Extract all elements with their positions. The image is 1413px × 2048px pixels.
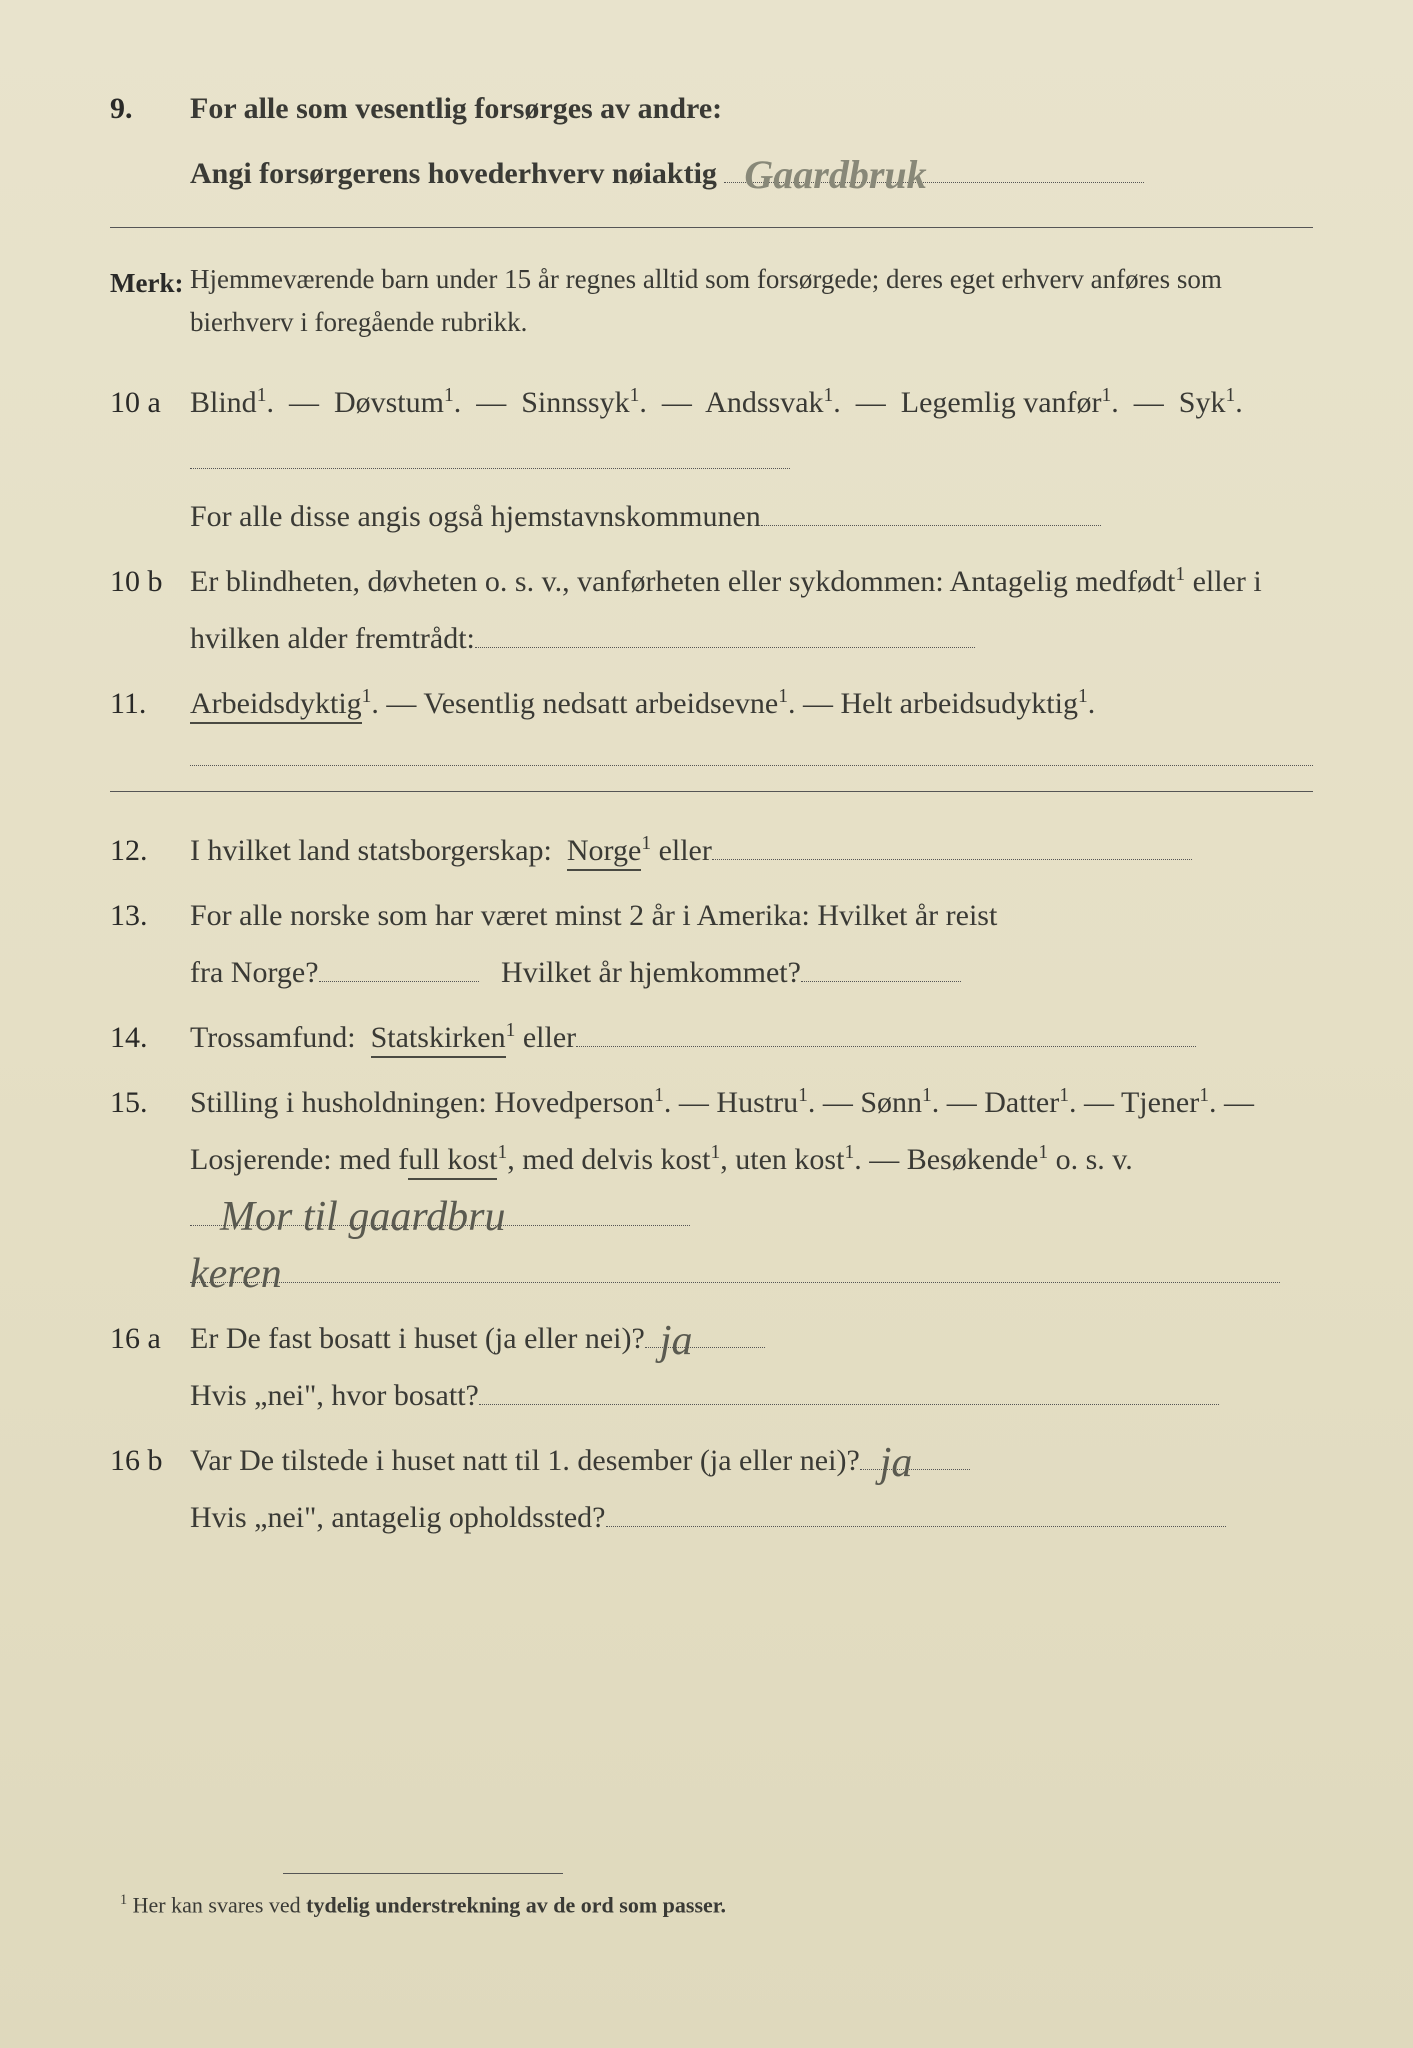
merk-row: Merk: Hjemmeværende barn under 15 år reg… <box>110 258 1313 344</box>
q16a-number: 16 a <box>110 1310 190 1367</box>
q12-text: I hvilket land statsborgerskap: Norge1 e… <box>190 822 1313 879</box>
q14-blank <box>576 1013 1196 1047</box>
question-13: 13. For alle norske som har været minst … <box>110 887 1313 1001</box>
q16b-line2: Hvis „nei", antagelig opholdssted? <box>190 1501 606 1534</box>
divider-2 <box>110 791 1313 792</box>
q14-underlined: Statskirken <box>371 1021 506 1058</box>
q12-post: 1 eller <box>641 834 712 867</box>
question-9: 9. For alle som vesentlig forsørges av a… <box>110 80 1313 137</box>
q10b-text: Er blindheten, døvheten o. s. v., vanfør… <box>190 553 1313 667</box>
question-12: 12. I hvilket land statsborgerskap: Norg… <box>110 822 1313 879</box>
q15-underlined: ull kost <box>408 1143 497 1180</box>
q9-blank: Gaardbruk <box>724 149 1144 183</box>
q13-number: 13. <box>110 887 190 944</box>
q11-text: Arbeidsdyktig1. — Vesentlig nedsatt arbe… <box>190 675 1313 732</box>
merk-label: Merk: <box>110 258 190 309</box>
q12-underlined: Norge <box>567 834 641 871</box>
q14-post: 1 eller <box>506 1021 577 1054</box>
q13-line1: For alle norske som har været minst 2 år… <box>190 899 997 932</box>
q13-blank2 <box>801 948 961 982</box>
q10a-line2: For alle disse angis også hjemstavnskomm… <box>190 500 761 533</box>
question-14: 14. Trossamfund: Statskirken1 eller <box>110 1009 1313 1066</box>
q15-text: Stilling i husholdningen: Hovedperson1. … <box>190 1074 1313 1302</box>
merk-text: Hjemmeværende barn under 15 år regnes al… <box>190 258 1313 344</box>
q9-handwritten: Gaardbruk <box>744 137 926 213</box>
footnote-divider <box>283 1873 563 1874</box>
question-10a: 10 a Blind1. — Døvstum1. — Sinnssyk1. — … <box>110 374 1313 545</box>
q16b-text: Var De tilstede i huset natt til 1. dese… <box>190 1432 1313 1546</box>
divider-1 <box>110 227 1313 228</box>
q13-blank1 <box>319 948 479 982</box>
q16b-blank2 <box>606 1493 1226 1527</box>
q10a-blank1 <box>190 435 790 469</box>
q16b-line1: Var De tilstede i huset natt til 1. dese… <box>190 1444 860 1477</box>
q10a-blank2 <box>761 492 1101 526</box>
q11-number: 11. <box>110 675 190 732</box>
q11-underlined: Arbeidsdyktig <box>190 687 362 724</box>
q16a-blank2 <box>479 1371 1219 1405</box>
q14-text: Trossamfund: Statskirken1 eller <box>190 1009 1313 1066</box>
q10a-text: Blind1. — Døvstum1. — Sinnssyk1. — Andss… <box>190 374 1313 545</box>
q11-blank-line <box>190 747 1313 766</box>
q13-line2a: fra Norge? <box>190 956 319 989</box>
q9-line2-wrap: Angi forsørgerens hovederhverv nøiaktig … <box>190 145 1313 202</box>
q12-blank <box>712 826 1192 860</box>
q16a-blank1: ja <box>645 1314 765 1348</box>
q15-blank1: Mor til gaardbru <box>190 1192 690 1226</box>
q15-number: 15. <box>110 1074 190 1131</box>
q16b-number: 16 b <box>110 1432 190 1489</box>
footnote-pre: Her kan svares ved <box>127 1892 306 1917</box>
q15-handwritten2: keren <box>190 1235 282 1315</box>
q13-line2b: Hvilket år hjemkommet? <box>501 956 801 989</box>
census-form-page: 9. For alle som vesentlig forsørges av a… <box>0 0 1413 2048</box>
q12-pre: I hvilket land statsborgerskap: <box>190 834 559 867</box>
q9-line2: Angi forsørgerens hovederhverv nøiaktig <box>190 157 717 190</box>
q12-number: 12. <box>110 822 190 879</box>
q16a-hand: ja <box>660 1302 693 1382</box>
question-16a: 16 a Er De fast bosatt i huset (ja eller… <box>110 1310 1313 1424</box>
question-16b: 16 b Var De tilstede i huset natt til 1.… <box>110 1432 1313 1546</box>
q15-blank2: keren <box>190 1249 1280 1283</box>
footnote-bold: tydelig understrekning av de ord som pas… <box>306 1892 726 1917</box>
q10a-number: 10 a <box>110 374 190 431</box>
q14-pre: Trossamfund: <box>190 1021 363 1054</box>
q13-text: For alle norske som har været minst 2 år… <box>190 887 1313 1001</box>
q9-line1: For alle som vesentlig forsørges av andr… <box>190 80 1313 137</box>
q16a-line2: Hvis „nei", hvor bosatt? <box>190 1379 479 1412</box>
question-10b: 10 b Er blindheten, døvheten o. s. v., v… <box>110 553 1313 667</box>
q10b-number: 10 b <box>110 553 190 610</box>
footnote: 1 Her kan svares ved tydelig understrekn… <box>120 1862 726 1918</box>
q11-post: 1. — Vesentlig nedsatt arbeidsevne1. — H… <box>362 687 1096 720</box>
q14-number: 14. <box>110 1009 190 1066</box>
q16a-line1: Er De fast bosatt i huset (ja eller nei)… <box>190 1322 645 1355</box>
q16b-blank1: ja <box>860 1436 970 1470</box>
question-11: 11. Arbeidsdyktig1. — Vesentlig nedsatt … <box>110 675 1313 732</box>
q16a-text: Er De fast bosatt i huset (ja eller nei)… <box>190 1310 1313 1424</box>
q10a-options: Blind1. — Døvstum1. — Sinnssyk1. — Andss… <box>190 386 1243 419</box>
q16b-hand: ja <box>880 1424 913 1504</box>
question-9-line2: Angi forsørgerens hovederhverv nøiaktig … <box>110 145 1313 202</box>
q9-number: 9. <box>110 80 190 137</box>
question-15: 15. Stilling i husholdningen: Hovedperso… <box>110 1074 1313 1302</box>
q10b-blank <box>475 614 975 648</box>
